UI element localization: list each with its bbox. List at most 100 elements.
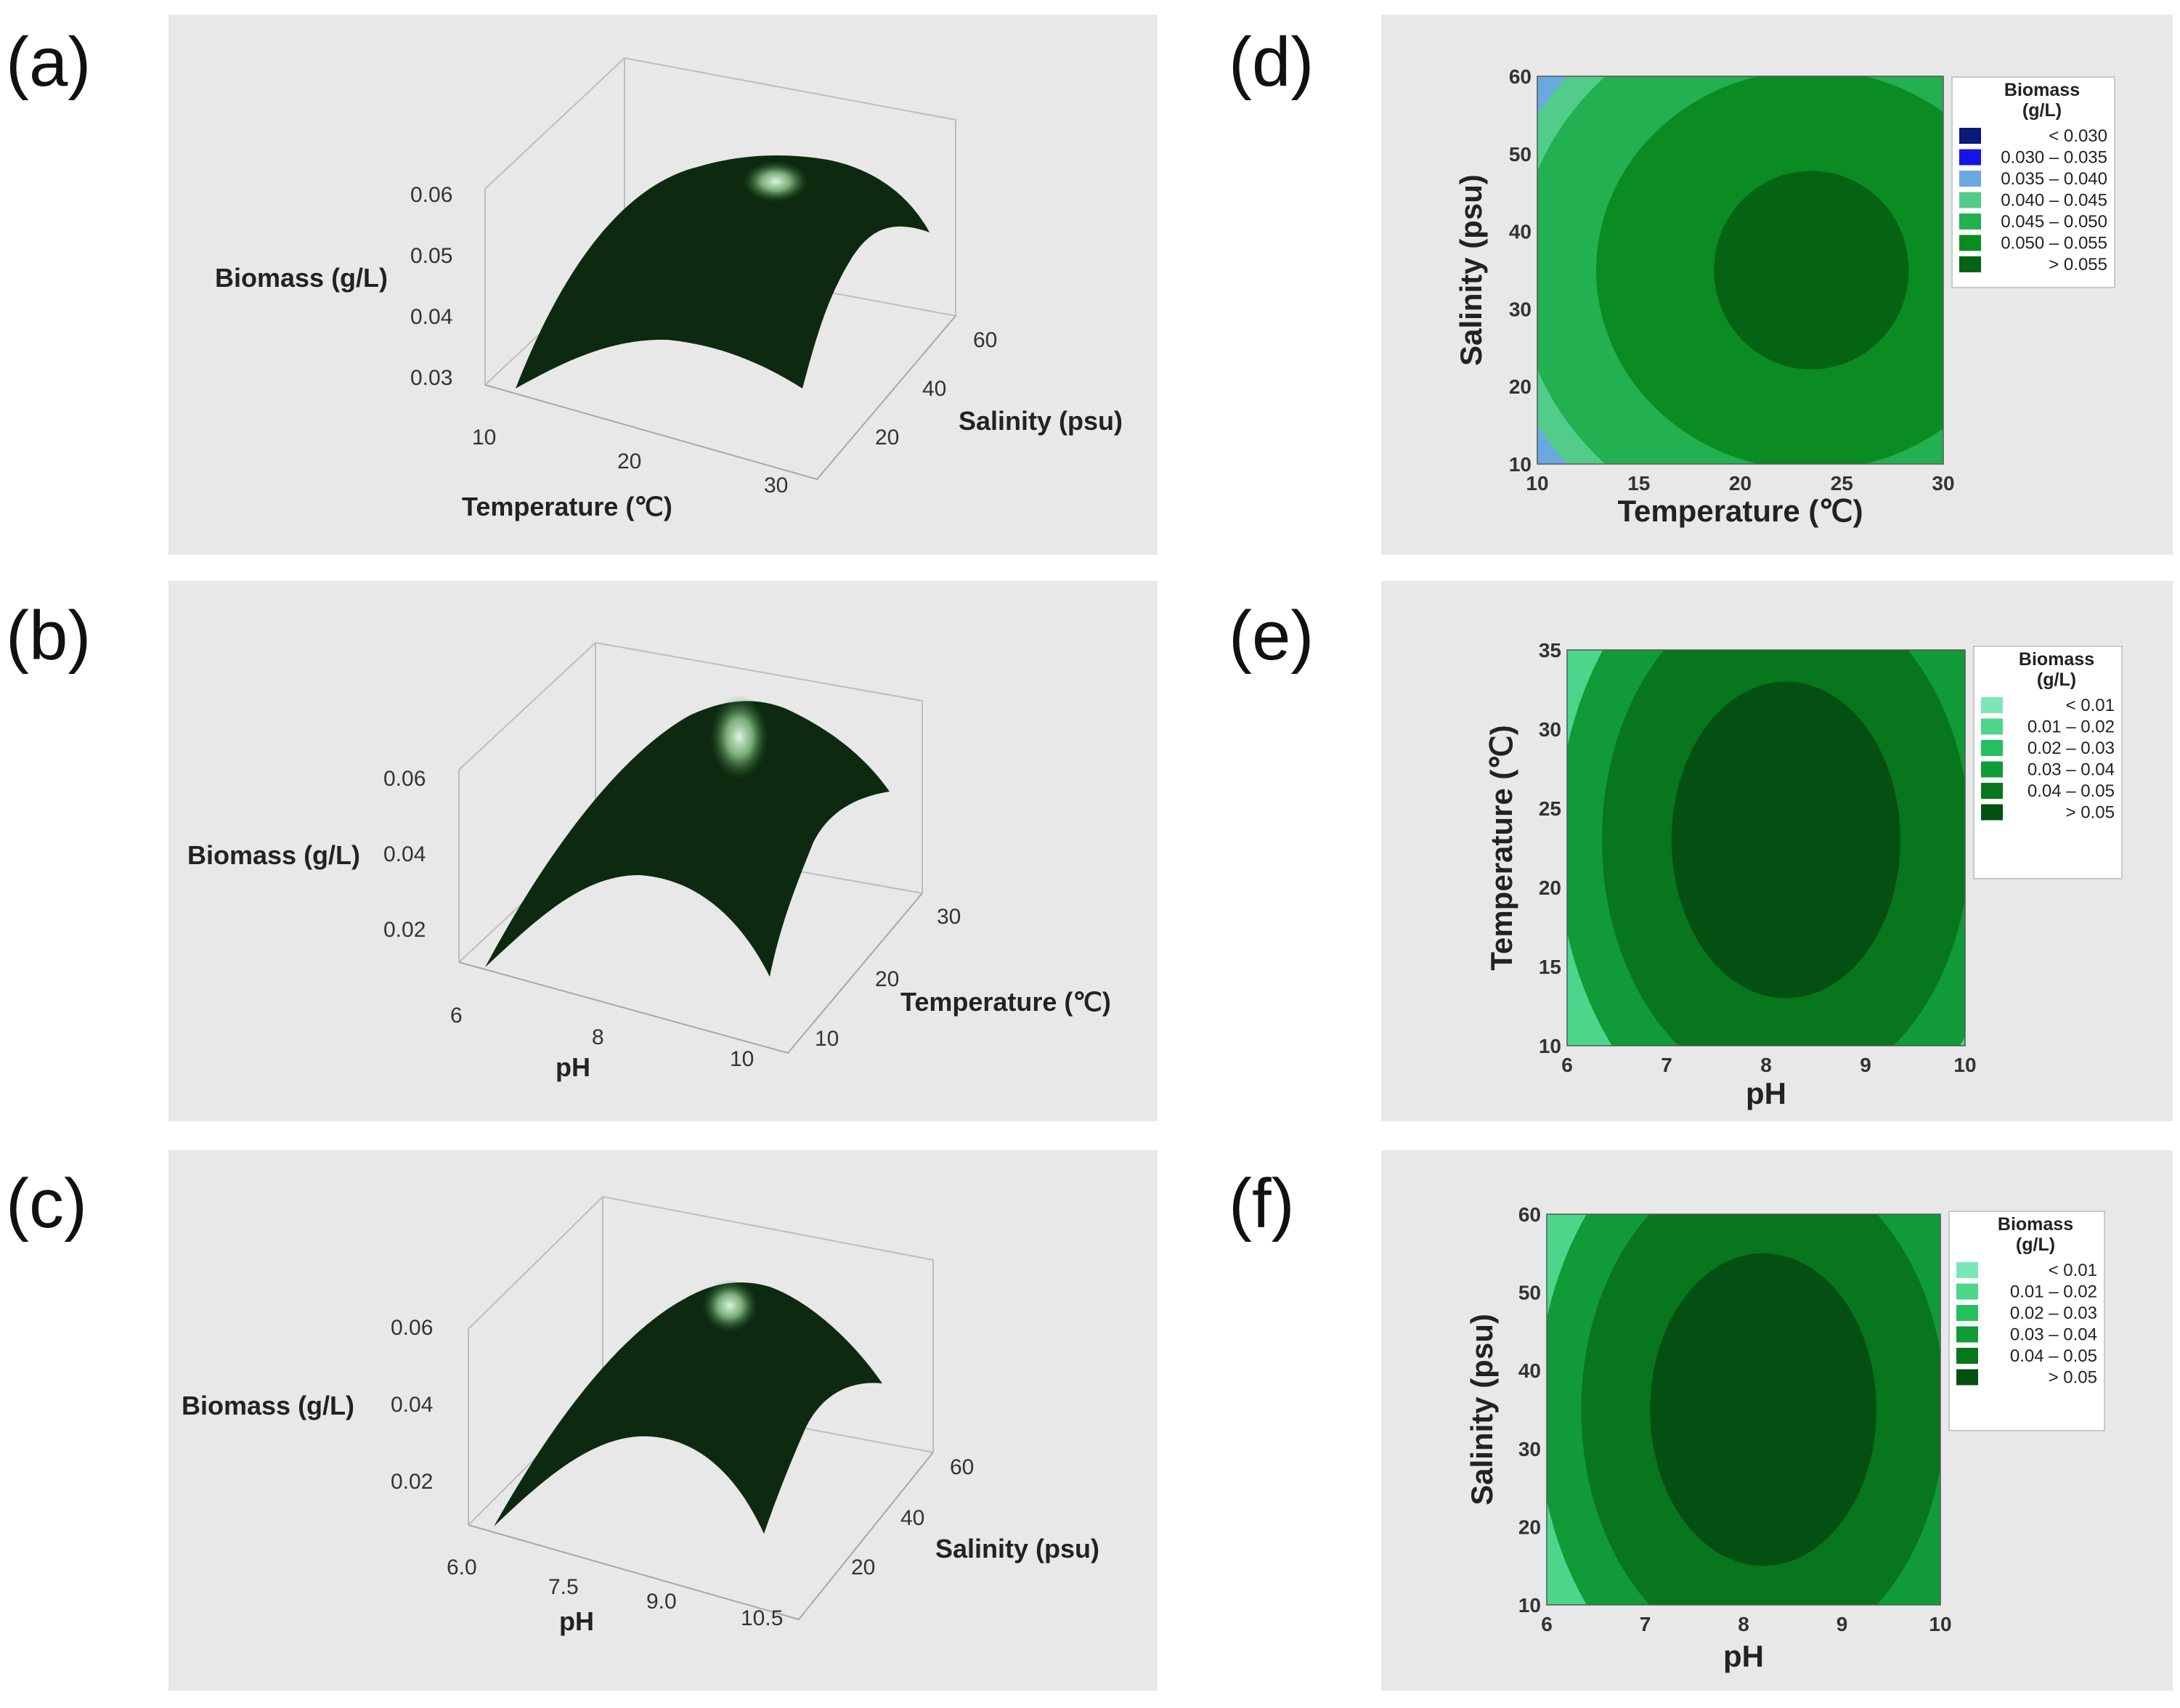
x-tick-d-1: 15: [1627, 472, 1650, 495]
contour-area-f: [1547, 1214, 1940, 1605]
x-axis-label-a: Temperature (℃): [462, 492, 672, 521]
legend-label-d-2: 0.035 – 0.040: [2001, 169, 2107, 189]
x-tick-a-0: 10: [472, 426, 496, 450]
x-tick-d-4: 30: [1932, 472, 1954, 495]
surface-plot-c: Biomass (g/L) pH Salinity (psu) 0.02 0.0…: [182, 1195, 1099, 1636]
x-tick-c-2: 9.0: [646, 1590, 677, 1614]
z-tick-b-0: 0.02: [383, 918, 426, 942]
legend-label-f-0: < 0.01: [2049, 1261, 2097, 1280]
x-tick-e-3: 9: [1860, 1054, 1871, 1076]
x-tick-f-3: 9: [1837, 1613, 1848, 1635]
legend-swatch-d-4: [1959, 214, 1981, 229]
y-tick-a-2: 60: [973, 328, 997, 352]
y-tick-f-3: 40: [1518, 1359, 1541, 1382]
surface-highlight-a: [743, 161, 808, 202]
z-tick-b-2: 0.06: [383, 767, 426, 791]
response-surface-b: [485, 701, 890, 977]
y-tick-d-4: 50: [1509, 143, 1532, 166]
y-tick-b-2: 30: [937, 905, 961, 929]
x-axis-label-e: pH: [1746, 1076, 1786, 1110]
legend-label-d-3: 0.040 – 0.045: [2001, 191, 2107, 211]
legend-swatch-e-2: [1981, 740, 2003, 756]
x-tick-d-2: 20: [1729, 472, 1752, 495]
surface-highlight-c: [702, 1280, 757, 1332]
z-axis-label-a: Biomass (g/L): [215, 263, 388, 293]
plot-frame-f: [1546, 1213, 1941, 1606]
legend-label-e-2: 0.02 – 0.03: [2028, 739, 2115, 758]
z-tick-a-3: 0.06: [410, 183, 452, 207]
x-tick-f-1: 7: [1640, 1613, 1651, 1635]
response-surface-a: [516, 155, 930, 389]
legend-e: Biomass(g/L) < 0.01 0.01 – 0.02 0.02 – 0.03…: [1973, 646, 2123, 879]
y-tick-b-1: 20: [875, 967, 899, 991]
legend-label-e-0: < 0.01: [2066, 696, 2115, 715]
surface-plot-a: Biomass (g/L) Temperature (℃) Salinity (…: [215, 57, 1123, 521]
contour-plot-f: 6 7 8 9 10 10 20 30 40 50 60 pH Salinity (psu) Biomas…: [1465, 1203, 2105, 1673]
y-axis-label-c: Salinity (psu): [935, 1534, 1099, 1563]
z-axis-label-c: Biomass (g/L): [182, 1391, 354, 1420]
legend-unit-e: (g/L): [2037, 670, 2076, 690]
y-tick-c-1: 40: [900, 1506, 924, 1530]
x-tick-b-0: 6: [450, 1004, 463, 1028]
z-tick-a-2: 0.05: [410, 244, 452, 268]
x-tick-d-0: 10: [1526, 472, 1548, 495]
contour-plot-d: 10 15 20 25 30 10 20 30 40 50 60 Temperature (℃) Sal…: [1454, 65, 2115, 528]
legend-label-f-4: 0.04 – 0.05: [2010, 1346, 2097, 1366]
z-tick-a-1: 0.04: [410, 305, 452, 329]
x-tick-d-3: 25: [1831, 472, 1853, 495]
surface-plot-b: Biomass (g/L) pH Temperature (℃) 0.02 0.…: [187, 641, 1111, 1082]
legend-swatch-f-1: [1956, 1283, 1978, 1300]
surface-highlight-b: [710, 695, 768, 779]
y-tick-e-0: 10: [1539, 1035, 1561, 1057]
x-axis-label-f: pH: [1723, 1639, 1764, 1673]
legend-title-d: Biomass: [2004, 80, 2080, 100]
legend-label-d-4: 0.045 – 0.050: [2001, 212, 2107, 232]
y-tick-f-2: 30: [1518, 1438, 1541, 1460]
y-tick-e-1: 15: [1539, 956, 1561, 978]
legend-swatch-f-4: [1956, 1348, 1978, 1364]
legend-label-e-5: > 0.05: [2066, 803, 2115, 823]
y-tick-d-3: 40: [1509, 221, 1532, 243]
legend-swatch-f-0: [1956, 1262, 1978, 1278]
contour-band-e-0: [1671, 681, 1900, 999]
legend-swatch-f-5: [1956, 1369, 1978, 1386]
x-tick-e-4: 10: [1953, 1054, 1976, 1076]
legend-label-e-1: 0.01 – 0.02: [2028, 717, 2115, 737]
legend-swatch-f-2: [1956, 1305, 1978, 1321]
y-tick-e-2: 20: [1539, 877, 1561, 899]
legend-f: Biomass(g/L) < 0.01 0.01 – 0.02 0.02 – 0.03…: [1948, 1211, 2105, 1431]
y-tick-e-5: 35: [1539, 639, 1561, 662]
panel-label-d: (d): [1229, 23, 1314, 101]
legend-label-e-3: 0.03 – 0.04: [2028, 760, 2115, 780]
y-axis-label-e: Temperature (℃): [1484, 725, 1518, 970]
x-axis-label-d: Temperature (℃): [1617, 494, 1863, 528]
legend-title-f: Biomass: [1998, 1214, 2073, 1235]
legend-swatch-e-1: [1981, 718, 2003, 735]
x-tick-e-0: 6: [1561, 1054, 1573, 1076]
y-tick-d-2: 30: [1509, 298, 1532, 320]
y-tick-d-1: 20: [1509, 375, 1532, 398]
x-tick-f-2: 8: [1738, 1613, 1749, 1635]
legend-swatch-d-0: [1959, 128, 1981, 144]
panel-label-f: (f): [1229, 1165, 1295, 1243]
z-tick-c-2: 0.06: [391, 1316, 433, 1340]
x-axis-label-b: pH: [556, 1052, 590, 1082]
y-tick-d-5: 60: [1509, 65, 1532, 88]
legend-swatch-d-3: [1959, 192, 1981, 208]
y-tick-c-2: 60: [950, 1455, 974, 1479]
contour-plot-e: 6 7 8 9 10 10 15 20 25 30 35 pH Temperature (℃) Bioma…: [1484, 639, 2123, 1110]
panel-label-b: (b): [6, 597, 91, 675]
x-tick-f-0: 6: [1541, 1613, 1553, 1635]
legend-label-f-1: 0.01 – 0.02: [2010, 1282, 2097, 1302]
contour-area-e: [1567, 650, 1965, 1046]
y-axis-label-a: Salinity (psu): [959, 406, 1123, 436]
z-tick-c-0: 0.02: [391, 1470, 433, 1494]
y-tick-f-4: 50: [1518, 1282, 1541, 1304]
x-tick-f-4: 10: [1929, 1613, 1951, 1635]
y-tick-f-5: 60: [1518, 1203, 1541, 1226]
legend-label-d-1: 0.030 – 0.035: [2001, 148, 2107, 168]
x-axis-label-c: pH: [559, 1606, 594, 1636]
y-tick-b-0: 10: [815, 1027, 839, 1051]
legend-swatch-d-2: [1959, 171, 1981, 187]
